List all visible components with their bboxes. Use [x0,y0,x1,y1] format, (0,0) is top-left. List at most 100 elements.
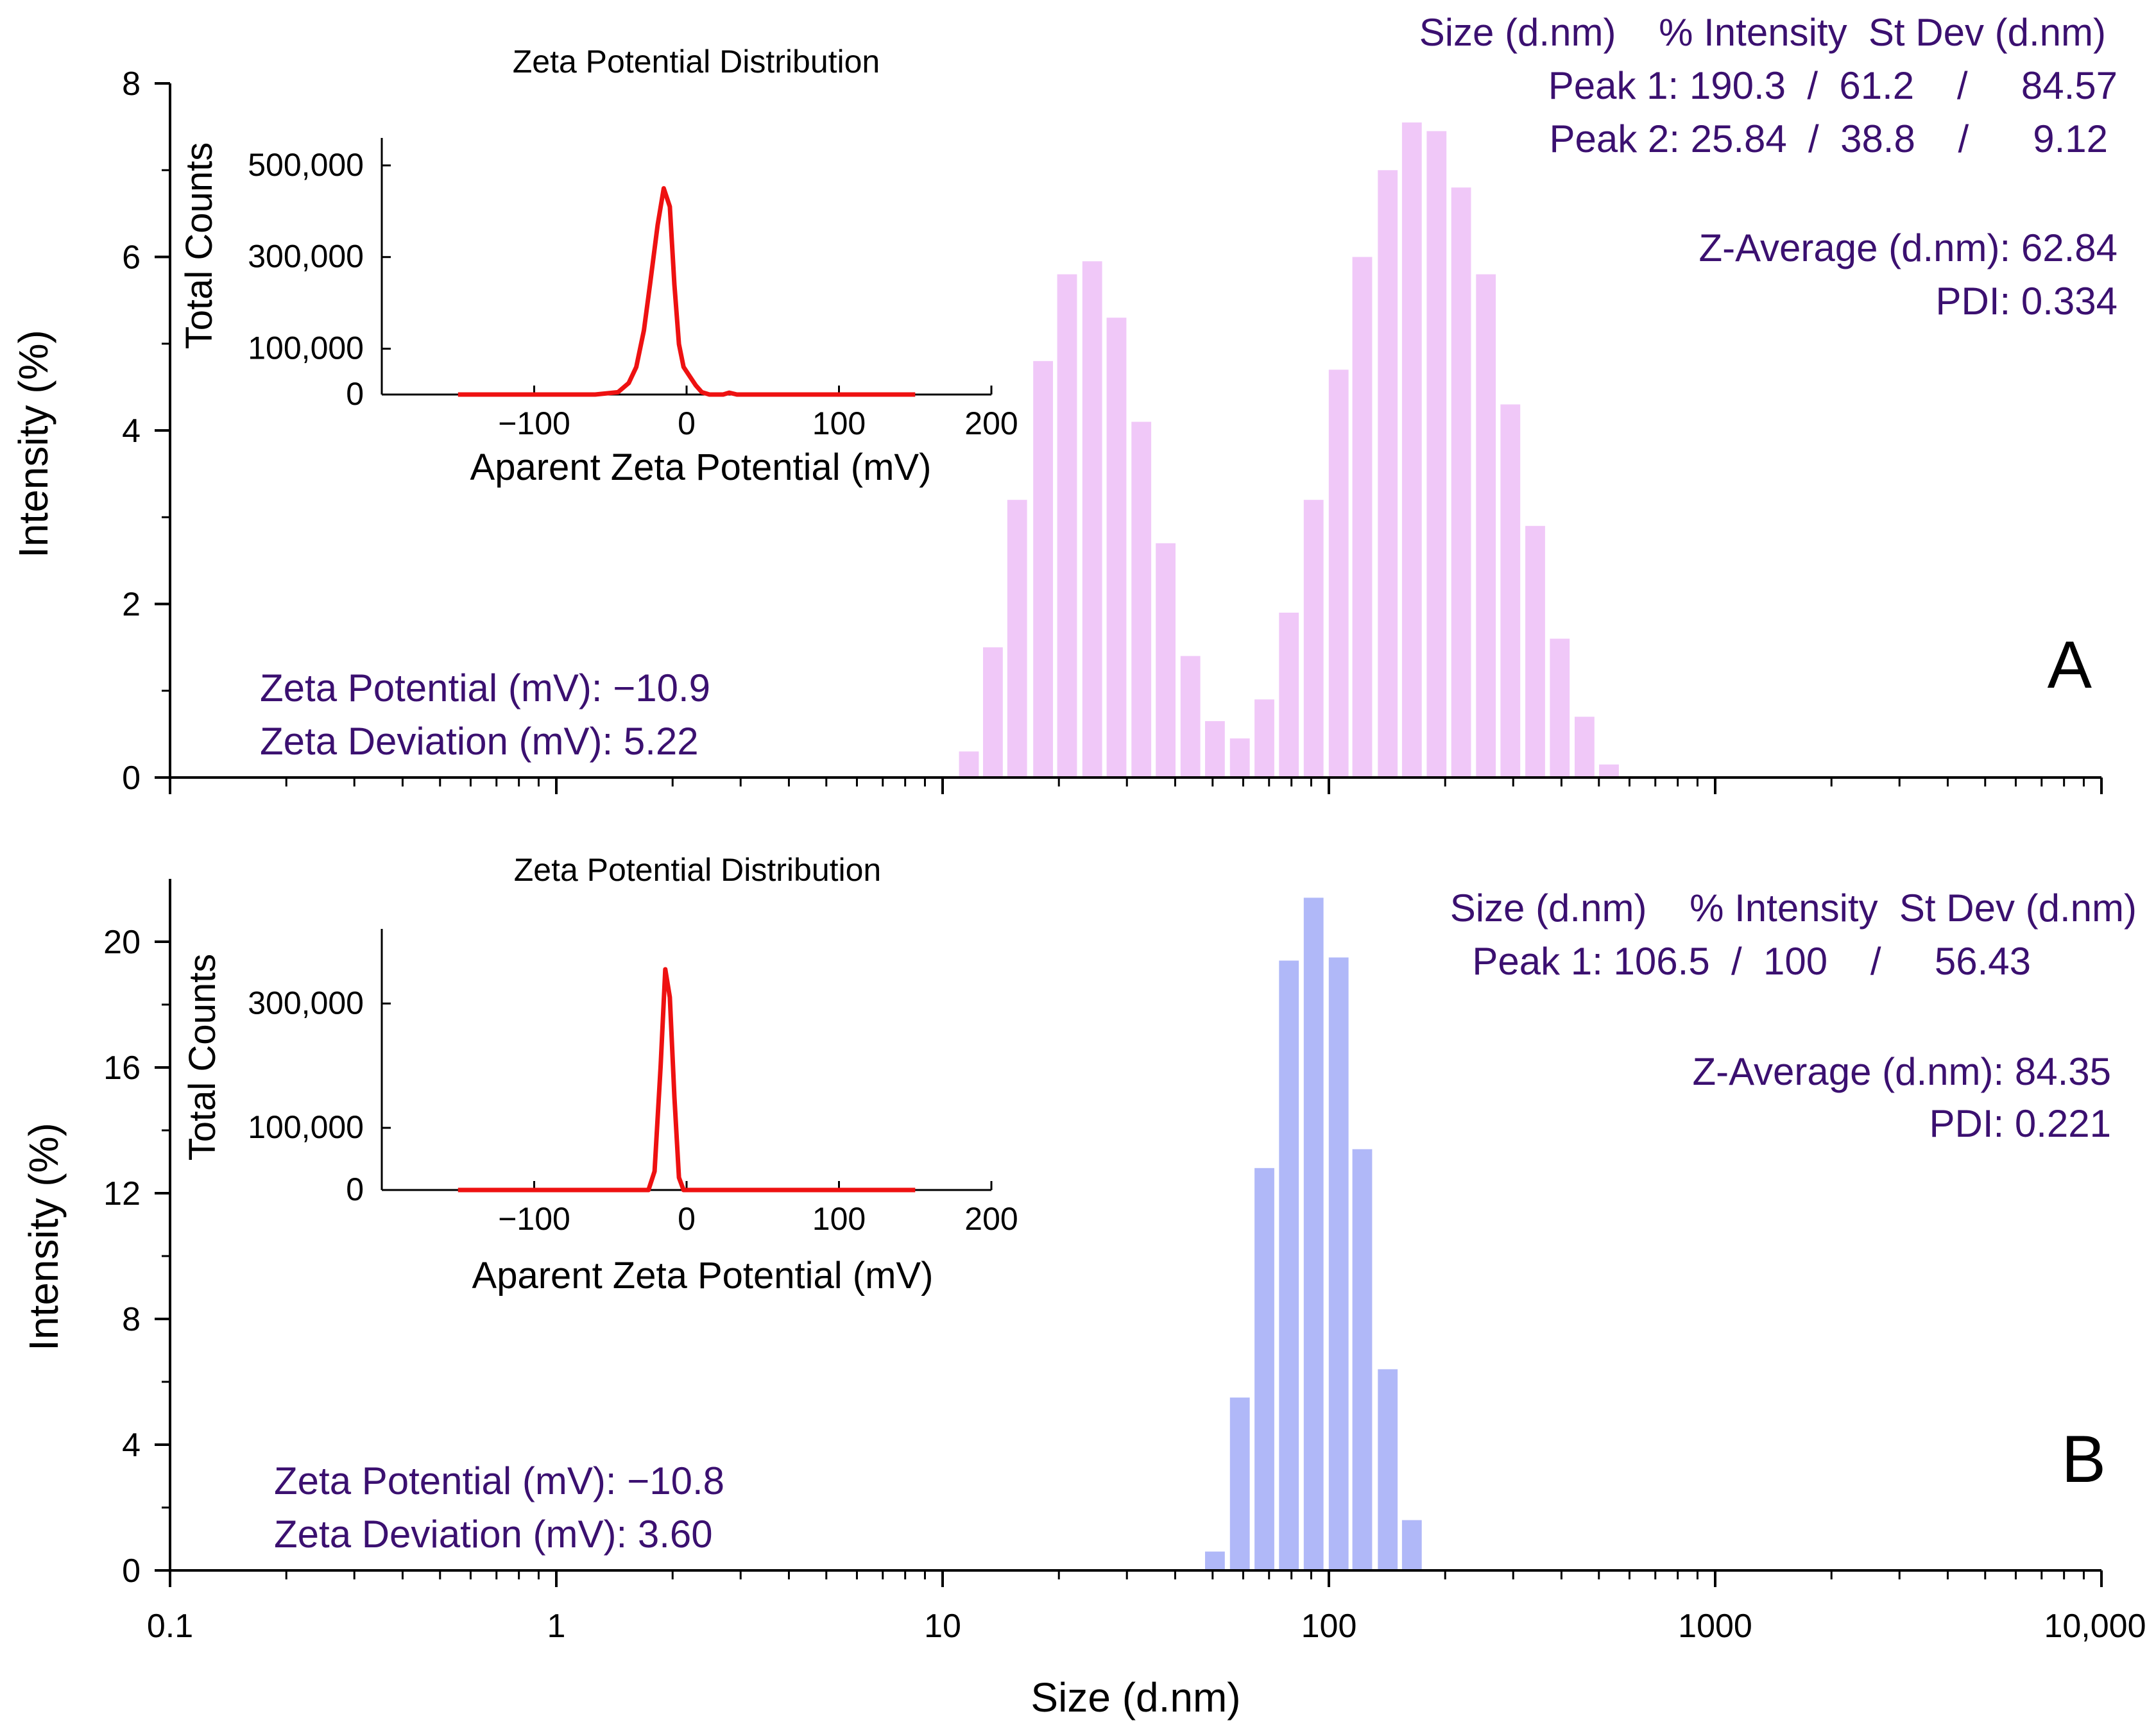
panel-a-inset-x-tick-label: 0 [678,405,696,441]
panel-b-inset-x-tick-label: 100 [812,1201,866,1237]
panel-b-y-tick-label: 0 [122,1552,141,1590]
panel-a-zeta-distribution-line [458,186,916,397]
panel-b-y-tick-label: 20 [103,924,141,961]
panel-a-bar [1229,738,1250,778]
panel-a-pdi: PDI: 0.334 [1935,280,2118,323]
panel-a-peak-2: Peak 2: 25.84 / 38.8 / 9.12 [1549,117,2108,160]
shared-x-tick-label: 1000 [1678,1608,1752,1645]
panel-b-y-tick-label: 12 [103,1175,141,1212]
panel-a-y-tick-label: 0 [122,760,141,797]
panel-a-bar [1575,717,1595,778]
panel-a-y-tick-label: 6 [122,239,141,276]
panel-a-peaks-header: Size (d.nm) % Intensity St Dev (d.nm) [1419,11,2106,54]
panel-b-y-tick-label: 16 [103,1050,141,1087]
panel-a-bar [1476,274,1496,778]
panel-b-inset-x-tick-label: 200 [964,1201,1018,1237]
panel-a-inset-x-tick-label: 100 [812,405,866,441]
panel-b-bar [1352,1149,1373,1570]
panel-b-inset-x-tick-label: −100 [498,1201,570,1237]
panel-b-y-tick-label: 4 [122,1427,141,1464]
panel-a-bar [1082,261,1102,778]
panel-a-z-average: Z-Average (d.nm): 62.84 [1698,226,2118,269]
panel-a-zeta-deviation: Zeta Deviation (mV): 5.22 [260,720,699,763]
panel-a-bar [1303,500,1324,778]
panel-b-inset-x-title: Aparent Zeta Potential (mV) [472,1255,934,1296]
panel-a-inset-axes: 0 100,000 300,000 500,000 −100 0 100 200 [248,138,1018,441]
panel-a-inset-y-title: Total Counts [178,142,220,349]
panel-a-bar [959,751,979,778]
panel-a-bar [1599,764,1619,778]
panel-a-bars [959,122,1619,778]
panel-b: 0 4 8 12 16 20 Intensity (%) Size (d.nm) % In… [21,852,2137,1590]
panel-b-bar [1401,1520,1422,1570]
panel-b-bar [1229,1397,1250,1570]
panel-b-inset-x-tick-label: 0 [678,1201,696,1237]
panel-a-inset-y-tick-label: 0 [346,376,364,412]
panel-b-inset-y-tick-label: 300,000 [248,985,364,1021]
panel-a-bar [1451,187,1471,778]
panel-b-y-axis-title: Intensity (%) [21,1123,67,1351]
panel-a-bar [1033,361,1053,778]
panel-a-inset-y-tick-label: 500,000 [248,147,364,183]
panel-a-bar [1500,404,1521,778]
panel-a-bar [1426,131,1447,778]
panel-b-y-tick-label: 8 [122,1301,141,1338]
panel-b-bar [1205,1551,1225,1570]
panel-a-bar [1106,318,1127,778]
panel-b-bar [1279,960,1299,1570]
panel-a-bar [1156,543,1176,778]
panel-a-y-axis: 0 2 4 6 8 [122,65,171,797]
panel-b-inset-axes: 0 100,000 300,000 −100 0 100 200 [248,929,1018,1237]
panel-b-inset-y-title: Total Counts [182,954,223,1160]
panel-a-bar [1254,699,1274,778]
panel-a-peak-1: Peak 1: 190.3 / 61.2 / 84.57 [1548,64,2118,107]
shared-x-tick-label: 10,000 [2044,1608,2146,1645]
panel-b-zeta-potential: Zeta Potential (mV): −10.8 [274,1459,724,1502]
panel-b-bars [1205,897,1422,1570]
panel-a-bar [1378,170,1398,778]
panel-b-inset-y-tick-label: 100,000 [248,1109,364,1145]
panel-a-y-tick-label: 8 [122,65,141,103]
panel-b-bar [1254,1168,1274,1570]
panel-a-bar [1131,421,1152,778]
panel-a-bar [1279,613,1299,778]
panel-b-x-axis [169,1569,2103,1587]
panel-b-zeta-inset: Zeta Potential Distribution 0 100,000 300,… [182,852,1018,1296]
panel-a-bar [1401,122,1422,778]
shared-x-tick-label: 0.1 [147,1608,193,1645]
panel-a-bar [1205,721,1225,778]
panel-b-bar [1303,897,1324,1570]
panel-a-bar [1057,274,1077,778]
panel-a-bar [1525,525,1545,778]
panel-a-inset-y-tick-label: 100,000 [248,330,364,366]
panel-b-zeta-deviation: Zeta Deviation (mV): 3.60 [274,1513,713,1556]
panel-b-y-axis: 0 4 8 12 16 20 [103,879,171,1590]
panel-a-bar [1328,370,1349,778]
panel-b-peak-1: Peak 1: 106.5 / 100 / 56.43 [1472,940,2031,983]
panel-b-inset-y-tick-label: 0 [346,1171,364,1207]
panel-b-z-average: Z-Average (d.nm): 84.35 [1692,1050,2111,1093]
panel-a-inset-x-tick-label: −100 [498,405,570,441]
panel-a-y-tick-label: 2 [122,586,141,624]
panel-b-zeta-distribution-line [458,967,916,1193]
shared-x-tick-label: 1 [547,1608,566,1645]
panel-a-inset-x-title: Aparent Zeta Potential (mV) [470,446,932,488]
shared-x-tick-label: 10 [924,1608,961,1645]
panel-a: 0 2 4 6 8 Intensity (%) Size (d.nm) % Intens… [10,11,2118,797]
panel-a-inset-y-tick-label: 300,000 [248,239,364,275]
panel-a-y-tick-label: 4 [122,412,141,450]
panel-a-y-axis-title: Intensity (%) [10,330,56,558]
panel-a-letter: A [2048,628,2092,702]
panel-a-bar [983,647,1003,778]
panel-a-x-axis [169,776,2103,794]
shared-x-axis-title: Size (d.nm) [1031,1674,1240,1721]
panel-b-bar [1378,1369,1398,1570]
panel-a-zeta-inset: Zeta Potential Distribution 0 100,000 300,… [178,44,1018,488]
panel-b-pdi: PDI: 0.221 [1929,1102,2111,1145]
panel-a-inset-title: Zeta Potential Distribution [513,44,880,80]
panel-a-bar [1007,500,1027,778]
panel-a-inset-x-tick-label: 200 [964,405,1018,441]
panel-a-bar [1352,257,1373,778]
shared-x-axis: 0.1 1 10 100 1000 10,000 [147,1608,2146,1645]
